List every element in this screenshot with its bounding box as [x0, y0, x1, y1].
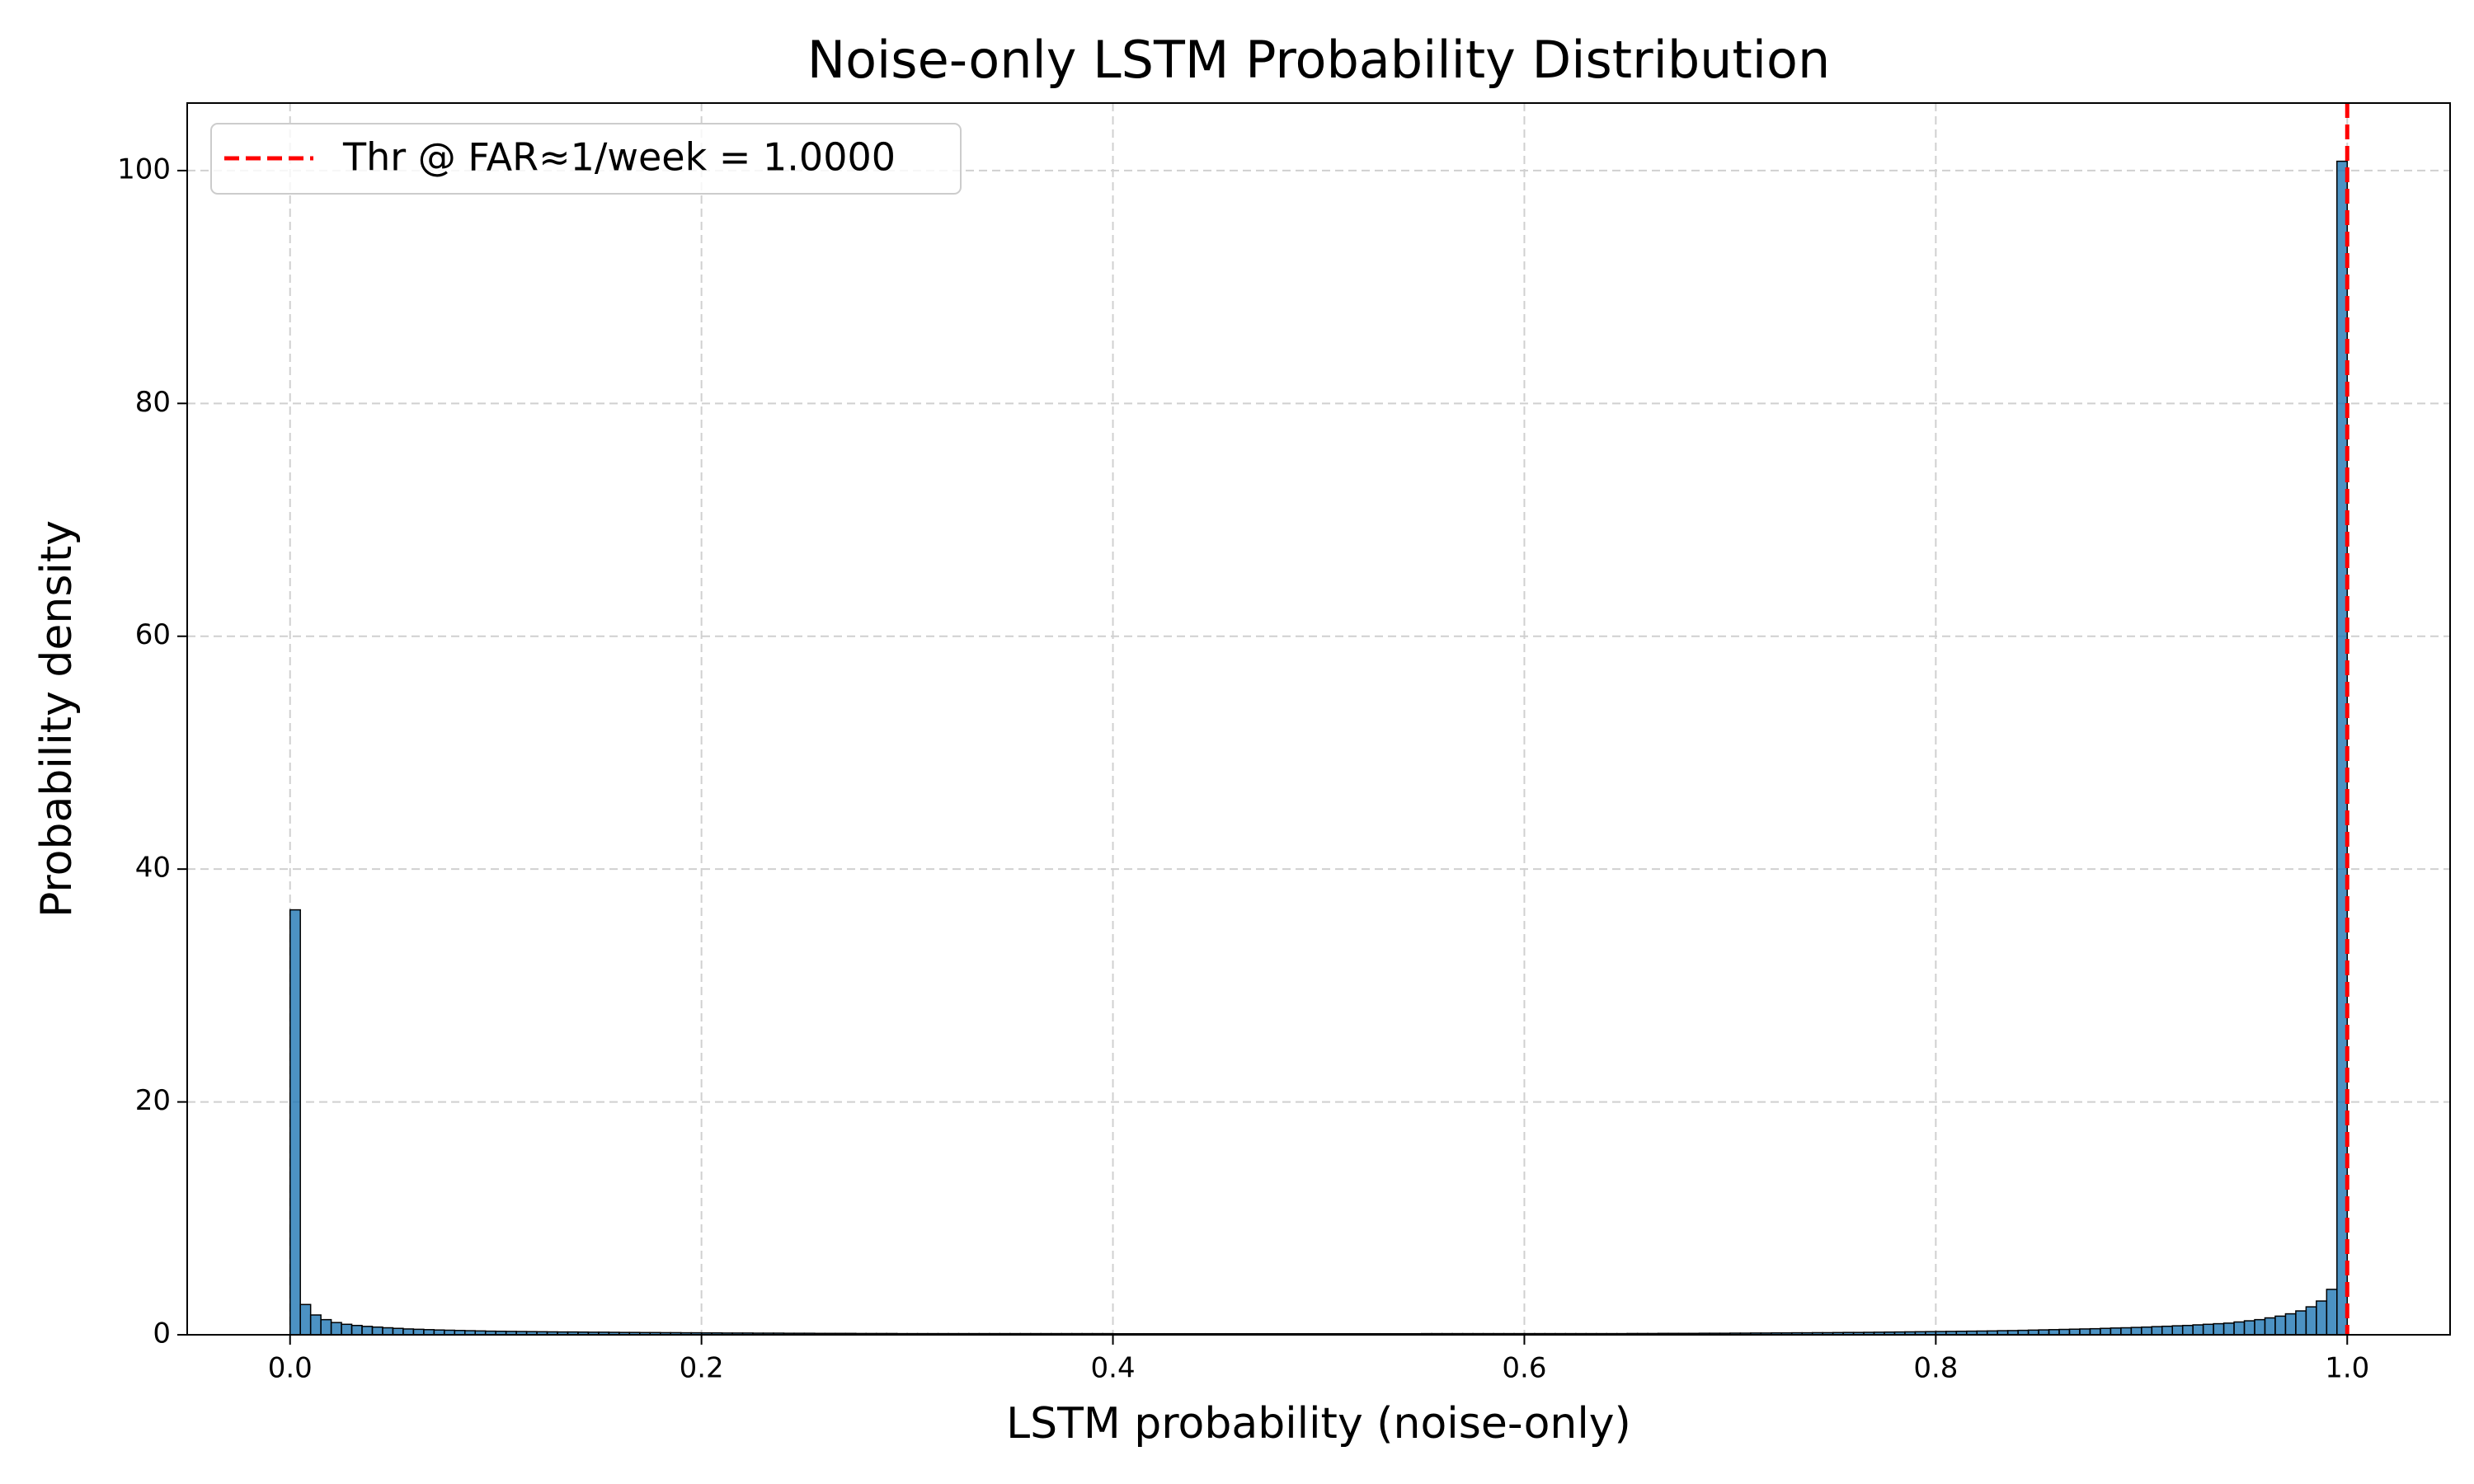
- y-axis-label: Probability density: [32, 520, 82, 918]
- bar: [299, 1303, 312, 1336]
- bar: [341, 1323, 353, 1336]
- y-tick-label: 0: [153, 1317, 171, 1350]
- bar: [392, 1327, 404, 1336]
- bar: [2171, 1325, 2184, 1336]
- bar: [2295, 1310, 2307, 1336]
- bar: [2316, 1300, 2328, 1336]
- bar: [2192, 1324, 2204, 1336]
- bar: [2130, 1327, 2142, 1336]
- bar: [402, 1328, 415, 1336]
- x-tick-label: 0.8: [1913, 1352, 1958, 1385]
- y-tick-label: 20: [135, 1084, 171, 1117]
- bar: [2068, 1328, 2081, 1336]
- bar: [2284, 1313, 2297, 1336]
- bar: [2161, 1325, 2173, 1336]
- bar: [2151, 1326, 2163, 1336]
- y-tick-label: 60: [135, 618, 171, 651]
- x-tick-label: 1.0: [2325, 1352, 2369, 1385]
- x-tick-label: 0.0: [268, 1352, 313, 1385]
- bar: [2222, 1322, 2235, 1336]
- bars: [289, 160, 2349, 1336]
- bar: [2181, 1324, 2194, 1336]
- x-tick-label: 0.6: [1502, 1352, 1546, 1385]
- bar: [361, 1326, 374, 1336]
- bar: [371, 1326, 383, 1336]
- overlay: 0.0 0.2 0.4 0.6 0.8 1.0 0 20 40 60 80 100 Thr @ FAR≈…: [117, 102, 2451, 1385]
- bar: [350, 1324, 363, 1336]
- bar: [2100, 1327, 2112, 1336]
- y-tick-label: 100: [117, 153, 171, 186]
- bar: [2274, 1315, 2287, 1336]
- bar: [2089, 1327, 2101, 1336]
- bar: [2120, 1327, 2133, 1336]
- grid: [187, 103, 2450, 1336]
- x-tick-label: 0.2: [680, 1352, 724, 1385]
- bar: [2254, 1318, 2266, 1336]
- legend-box: [210, 123, 962, 195]
- bar: [320, 1318, 332, 1336]
- x-axis-label: LSTM probability (noise-only): [1006, 1399, 1631, 1449]
- y-tick-label: 80: [135, 386, 171, 419]
- bar: [2141, 1326, 2153, 1336]
- bar: [330, 1322, 342, 1336]
- bar: [382, 1327, 394, 1336]
- plot-frame: [186, 102, 2451, 1336]
- x-tick-label: 0.4: [1091, 1352, 1136, 1385]
- bar: [2109, 1327, 2122, 1336]
- bar: [2202, 1323, 2214, 1336]
- y-tick-label: 40: [135, 852, 171, 885]
- bar: [2243, 1320, 2255, 1336]
- bar: [289, 909, 301, 1336]
- legend-label: Thr @ FAR≈1/week = 1.0000: [342, 135, 896, 180]
- bar: [2326, 1289, 2338, 1336]
- bar: [2305, 1306, 2317, 1336]
- bar: [2233, 1321, 2246, 1336]
- chart-title: Noise-only LSTM Probability Distribution: [807, 30, 1830, 90]
- bar: [2264, 1317, 2276, 1336]
- bar: [2213, 1322, 2225, 1336]
- bar: [309, 1314, 322, 1336]
- bar: [2079, 1328, 2091, 1336]
